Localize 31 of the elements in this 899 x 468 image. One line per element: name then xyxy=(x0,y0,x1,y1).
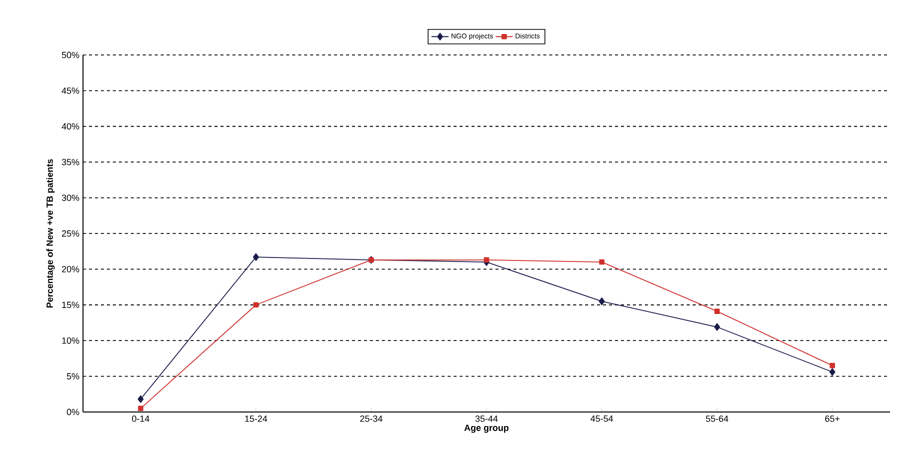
y-tick-label: 0% xyxy=(66,408,80,416)
x-tick-label: 0-14 xyxy=(132,416,150,422)
x-axis-title: Age group xyxy=(464,424,509,433)
point xyxy=(138,406,144,412)
x-tick-label: 45-54 xyxy=(590,416,613,422)
y-tick-label: 20% xyxy=(62,266,80,272)
point xyxy=(252,253,259,261)
y-tick-label: 10% xyxy=(62,337,80,344)
point xyxy=(598,297,605,306)
x-tick-label: 25-34 xyxy=(360,416,382,422)
x-tick-label: 35-44 xyxy=(475,416,498,422)
y-tick-label: 40% xyxy=(62,123,80,130)
x-tick-label: 65+ xyxy=(825,416,840,422)
point xyxy=(253,302,259,308)
y-tick-label: 35% xyxy=(62,158,80,166)
y-tick-label: 15% xyxy=(62,302,80,308)
y-axis-title: Percentage of New +ve TB patients xyxy=(46,159,55,308)
y-tick-label: 30% xyxy=(62,194,80,201)
y-tick-label: 25% xyxy=(62,230,80,237)
y-tick-label: 45% xyxy=(62,88,80,94)
point xyxy=(829,368,836,376)
x-tick-label: 15-24 xyxy=(245,416,268,422)
point xyxy=(714,323,720,331)
point xyxy=(830,362,835,368)
y-tick-label: 5% xyxy=(66,373,80,380)
point xyxy=(484,257,490,263)
point xyxy=(599,259,604,265)
y-tick-label: 50% xyxy=(62,52,80,58)
point xyxy=(714,308,720,314)
x-tick-label: 55-64 xyxy=(706,416,728,422)
point xyxy=(138,395,144,403)
